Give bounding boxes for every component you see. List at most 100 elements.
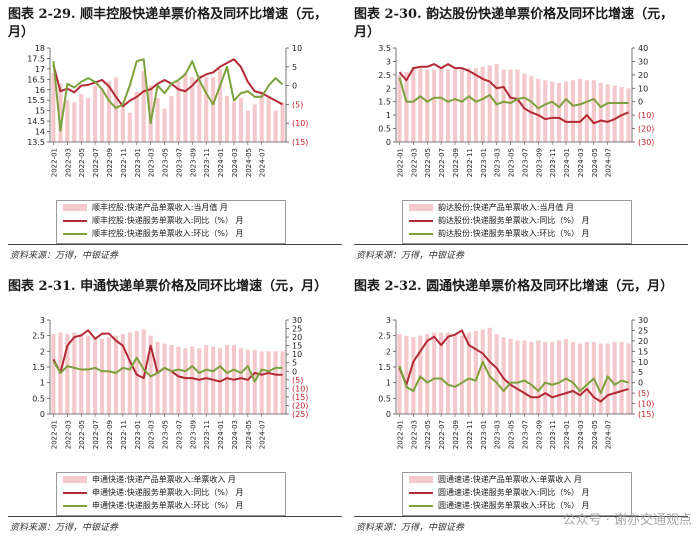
bar-mark <box>65 334 70 414</box>
right-tick-label: 5 <box>638 368 643 377</box>
legend-item-mom: 圆通速递:快递服务单票收入:环比（%） 月 <box>409 500 590 512</box>
x-tick-label: 2024-01 <box>563 148 571 177</box>
bar-mark <box>127 332 132 414</box>
bar-mark <box>169 345 174 414</box>
right-tick-label: 0 <box>292 367 297 376</box>
bar-mark <box>252 104 257 142</box>
bar-mark <box>99 338 105 414</box>
bar-mark <box>404 335 409 414</box>
x-tick-label: 2022-09 <box>106 148 114 177</box>
x-tick-label: 2023-07 <box>175 420 183 449</box>
bar-mark <box>280 102 285 142</box>
yoy-line <box>52 58 284 108</box>
bar-mark <box>570 80 576 142</box>
bar-mark <box>224 345 230 414</box>
chart-plot-sto: 00.511.522.53 302520151050(5)(10)(15)(20)… <box>32 316 308 449</box>
x-tick-label: 2023-03 <box>148 148 156 177</box>
bar-mark <box>501 69 506 142</box>
x-tick-label: 2023-11 <box>203 148 211 177</box>
bar-mark <box>536 78 541 142</box>
bar-mark <box>106 81 112 142</box>
x-tick-label: 2023-07 <box>175 148 183 177</box>
bar-mark <box>612 85 617 142</box>
bar-mark <box>134 91 139 142</box>
bar-mark <box>148 335 153 414</box>
legend-swatch-yoy <box>63 219 87 222</box>
chart-title: 图表 2-31. 申通快递单票价格及同环比增速（元，月） <box>8 279 328 294</box>
left-tick-label: 16.5 <box>27 75 45 84</box>
x-tick-label: 2024-05 <box>245 420 253 449</box>
legend-item-mom: 申通快递:快递服务单票收入:环比（%） 月 <box>63 500 244 512</box>
x-tick-label: 2022-03 <box>410 420 418 449</box>
x-tick-label: 2023-11 <box>549 148 557 177</box>
x-tick-label: 2023-05 <box>162 420 170 449</box>
mom-line <box>398 360 629 395</box>
x-tick-label: 2024-05 <box>591 148 599 177</box>
bar-mark <box>515 69 520 142</box>
bar-mark <box>273 351 278 414</box>
chart-panel-yunda: 图表 2-30. 韵达股份快递单票价格及同环比增速（元，月） 0 0.5 1 1.5 2… <box>350 0 692 268</box>
mom-line <box>52 58 284 132</box>
bar-mark <box>259 91 264 142</box>
left-tick-label: 1.5 <box>378 363 391 372</box>
bar-mark <box>204 345 209 414</box>
bar-mark <box>418 335 423 414</box>
bar-mark <box>190 77 195 142</box>
bar-mark <box>584 80 589 142</box>
bar-mark <box>439 332 444 414</box>
chart-panel-sto: 图表 2-31. 申通快递单票价格及同环比增速（元，月） 0 0.5 1 1.5 2 2.… <box>4 272 346 540</box>
bar-mark <box>508 69 513 142</box>
bar-mark <box>529 341 534 414</box>
bar-mark <box>543 80 548 142</box>
bar-mark <box>259 351 264 414</box>
right-tick-label: 25 <box>638 326 648 335</box>
bar-mark <box>466 332 471 414</box>
x-tick-label: 2024-07 <box>259 148 267 177</box>
x-tick-label: 2023-01 <box>134 420 142 449</box>
legend-label: 韵达股份:快递服务单票收入:环比（%） 月 <box>438 229 590 238</box>
bar-mark <box>266 98 271 142</box>
bar-mark <box>183 348 188 414</box>
bar-mark <box>113 77 119 142</box>
x-tick-label: 2023-03 <box>494 420 502 449</box>
bar-mark <box>148 85 153 142</box>
watermark: 公众号 · 谢亦交通观点 <box>562 513 692 528</box>
left-tick-label: 0.5 <box>32 394 45 403</box>
bar-mark <box>120 334 125 414</box>
x-tick-label: 2022-11 <box>120 148 128 177</box>
bar-mark <box>238 98 243 142</box>
x-tick-label: 2024-05 <box>245 148 253 177</box>
legend-item-bar: 顺丰控股:快递产品单票收入:当月值 月 <box>63 202 228 214</box>
left-tick-label: 15.5 <box>27 96 45 105</box>
divider <box>354 244 688 245</box>
x-tick-label: 2022-03 <box>410 148 418 177</box>
bar-mark <box>598 343 603 414</box>
bar-mark <box>79 334 84 414</box>
x-tick-label: 2022-01 <box>396 420 404 449</box>
legend-item-yoy: 圆通速递:快递服务单票收入:同比（%） 月 <box>409 487 590 499</box>
bar-mark <box>432 69 437 142</box>
bar-mark <box>626 343 631 414</box>
bar-mark <box>231 102 237 142</box>
right-tick-label: 10 <box>638 358 648 367</box>
bar-mark <box>238 348 243 414</box>
x-tick-label: 2022-03 <box>64 420 72 449</box>
bar-mark <box>397 74 402 142</box>
yoy-line <box>398 63 629 125</box>
left-tick-label: 0 <box>40 410 45 419</box>
bar-mark <box>224 96 230 142</box>
bar-mark <box>557 82 562 142</box>
left-tick-label: 14.5 <box>27 117 45 126</box>
bar-mark <box>612 341 617 414</box>
bar-mark <box>452 334 458 414</box>
legend-item-yoy: 顺丰控股:快递服务单票收入:同比（%） 月 <box>63 215 244 227</box>
x-tick-label: 2022-05 <box>424 420 432 449</box>
left-tick-label: 1 <box>386 379 391 388</box>
x-tick-label: 2022-01 <box>396 148 404 177</box>
left-tick-label: 17.5 <box>27 54 45 63</box>
chart-plot-yto: 00.511.522.53 302520151050(5)(10)(15)2022… <box>378 316 654 449</box>
bar-mark <box>439 68 444 142</box>
x-tick-label: 2023-05 <box>508 420 516 449</box>
right-tick-label: 40 <box>638 44 648 53</box>
bar-mark <box>459 69 465 142</box>
